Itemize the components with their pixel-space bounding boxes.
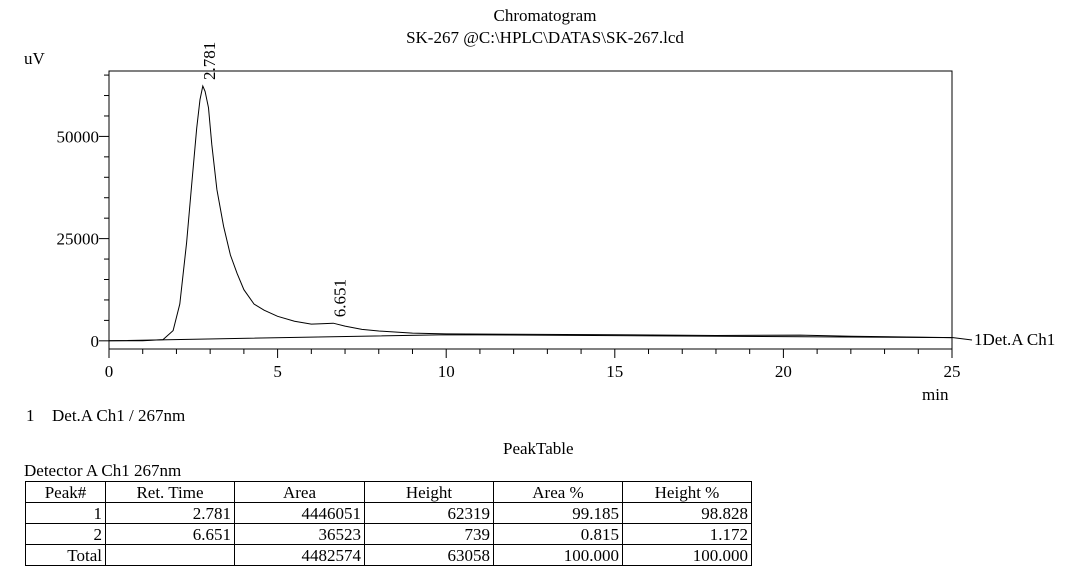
baseline-line [108, 334, 953, 342]
header-area-percent: Area % [493, 481, 623, 503]
cell-area: 4482574 [234, 544, 365, 566]
cell-peak-number: Total [25, 544, 106, 566]
detector-index: 1 [26, 406, 35, 425]
cell-area: 4446051 [234, 502, 365, 524]
header-height-percent: Height % [622, 481, 752, 503]
detector-leader-line [951, 337, 973, 341]
y-tick-label: 25000 [57, 230, 100, 249]
cell-height: 62319 [364, 502, 494, 524]
y-tick-label: 50000 [57, 127, 100, 146]
cell-height-percent: 98.828 [622, 502, 752, 524]
table-row: 1 2.781 4446051 62319 99.185 98.828 [25, 502, 752, 524]
plot-frame [108, 70, 953, 350]
cell-area: 36523 [234, 523, 365, 545]
y-axis-label: uV [24, 49, 46, 68]
peak-table-detector: Detector A Ch1 267nm [24, 461, 182, 480]
x-tick-label: 20 [775, 362, 792, 381]
x-axis-label: min [922, 385, 949, 404]
chart-title: Chromatogram [493, 6, 597, 25]
table-row: 2 6.651 36523 739 0.815 1.172 [25, 523, 752, 545]
cell-area-percent: 100.000 [493, 544, 623, 566]
header-ret-time: Ret. Time [105, 481, 235, 503]
peak-table-header-row: Peak# Ret. Time Area Height Area % Heigh… [25, 481, 752, 503]
cell-height-percent: 1.172 [622, 523, 752, 545]
peak-label: 2.781 [200, 42, 219, 80]
cell-ret-time [105, 544, 235, 566]
cell-ret-time: 2.781 [105, 502, 235, 524]
chart-axes [108, 70, 953, 350]
cell-height: 63058 [364, 544, 494, 566]
peak-table: Peak# Ret. Time Area Height Area % Heigh… [25, 481, 752, 566]
cell-height: 739 [364, 523, 494, 545]
cell-height-percent: 100.000 [622, 544, 752, 566]
cell-peak-number: 2 [25, 523, 106, 545]
x-tick-label: 15 [606, 362, 623, 381]
header-area: Area [234, 481, 365, 503]
cell-ret-time: 6.651 [105, 523, 235, 545]
x-tick-label: 5 [273, 362, 282, 381]
chart-ticks: 0 5 10 15 20 25 0 25000 50000 [57, 74, 961, 381]
y-tick-label: 0 [91, 332, 100, 351]
series-line [108, 84, 953, 342]
cell-peak-number: 1 [25, 502, 106, 524]
peak-label: 6.651 [330, 279, 349, 317]
detector-trace-label: 1Det.A Ch1 [974, 330, 1055, 349]
cell-area-percent: 0.815 [493, 523, 623, 545]
cell-area-percent: 99.185 [493, 502, 623, 524]
chart-subtitle: SK-267 @C:\HPLC\DATAS\SK-267.lcd [406, 28, 684, 47]
detector-description: Det.A Ch1 / 267nm [52, 406, 186, 425]
header-peak-number: Peak# [25, 481, 106, 503]
x-tick-label: 10 [438, 362, 455, 381]
x-tick-label: 0 [105, 362, 114, 381]
chart-marks: 2.781 6.651 [108, 42, 973, 342]
header-height: Height [364, 481, 494, 503]
x-tick-label: 25 [944, 362, 961, 381]
table-row-total: Total 4482574 63058 100.000 100.000 [25, 544, 752, 566]
peak-table-title: PeakTable [503, 439, 574, 458]
